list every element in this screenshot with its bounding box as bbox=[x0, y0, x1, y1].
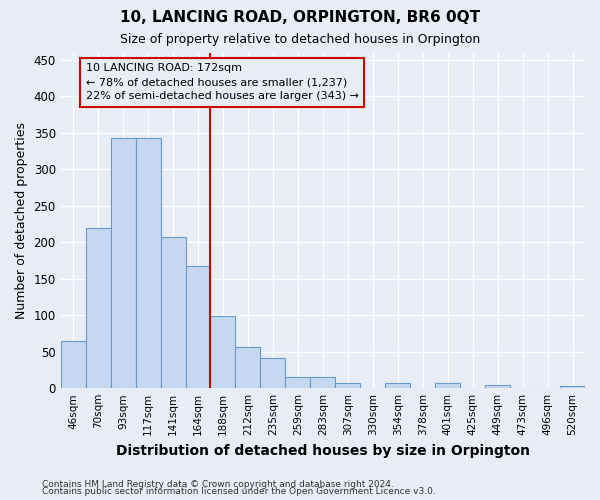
Y-axis label: Number of detached properties: Number of detached properties bbox=[15, 122, 28, 319]
Bar bbox=[435, 383, 460, 388]
Bar bbox=[185, 266, 211, 388]
Bar bbox=[485, 384, 510, 388]
Text: 10 LANCING ROAD: 172sqm
← 78% of detached houses are smaller (1,237)
22% of semi: 10 LANCING ROAD: 172sqm ← 78% of detache… bbox=[86, 64, 359, 102]
Bar bbox=[110, 138, 136, 388]
Bar bbox=[260, 358, 286, 388]
Bar bbox=[161, 237, 185, 388]
Bar bbox=[61, 340, 86, 388]
Bar bbox=[136, 138, 161, 388]
Bar bbox=[385, 383, 410, 388]
Bar bbox=[211, 316, 235, 388]
Bar bbox=[335, 383, 360, 388]
X-axis label: Distribution of detached houses by size in Orpington: Distribution of detached houses by size … bbox=[116, 444, 530, 458]
Text: Contains HM Land Registry data © Crown copyright and database right 2024.: Contains HM Land Registry data © Crown c… bbox=[42, 480, 394, 489]
Bar bbox=[310, 377, 335, 388]
Text: Contains public sector information licensed under the Open Government Licence v3: Contains public sector information licen… bbox=[42, 487, 436, 496]
Text: Size of property relative to detached houses in Orpington: Size of property relative to detached ho… bbox=[120, 32, 480, 46]
Bar bbox=[235, 348, 260, 388]
Bar bbox=[86, 228, 110, 388]
Bar bbox=[286, 377, 310, 388]
Text: 10, LANCING ROAD, ORPINGTON, BR6 0QT: 10, LANCING ROAD, ORPINGTON, BR6 0QT bbox=[120, 10, 480, 25]
Bar bbox=[560, 386, 585, 388]
